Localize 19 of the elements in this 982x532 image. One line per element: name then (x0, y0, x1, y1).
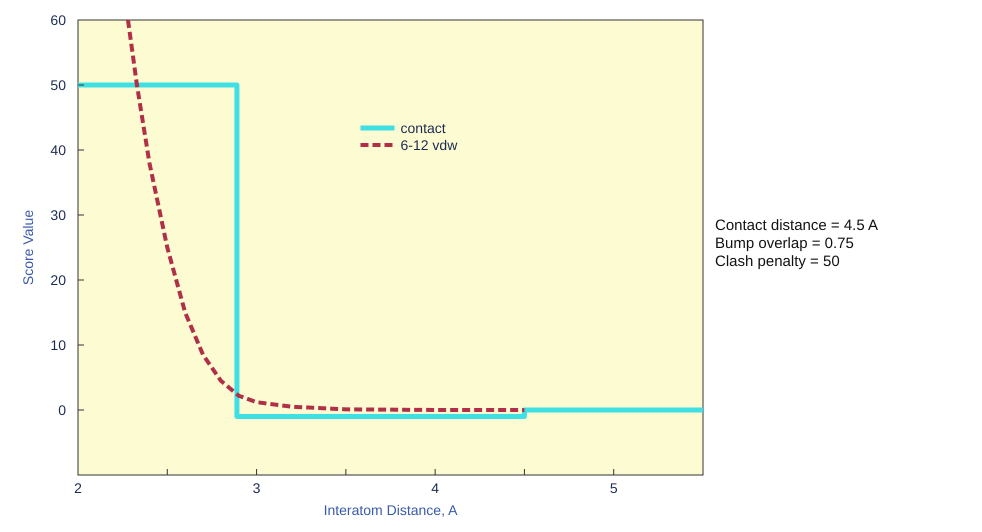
y-tick-label: 10 (50, 337, 66, 353)
x-tick-label: 2 (74, 480, 82, 496)
x-tick-label: 5 (610, 480, 618, 496)
text: Clash penalty = 50 (715, 253, 840, 270)
text: Bump overlap = 0.75 (715, 235, 854, 252)
text: Contact distance = 4.5 A (715, 217, 878, 234)
legend-label: contact (400, 120, 446, 136)
x-tick-label: 4 (431, 480, 440, 496)
y-tick-label: 30 (50, 207, 66, 223)
x-tick-label: 3 (252, 480, 261, 496)
line-series (126, 18, 526, 412)
x-axis-title: Interatom Distance, A (324, 502, 458, 518)
y-tick-label: 60 (50, 12, 66, 28)
y-tick-label: 40 (50, 142, 66, 158)
y-tick-label: 20 (50, 272, 66, 288)
legend-label: 6-12 vdw (400, 137, 458, 153)
y-axis-title: Score Value (20, 210, 36, 286)
y-tick-label: 0 (58, 402, 66, 418)
y-tick-label: 50 (50, 77, 66, 93)
